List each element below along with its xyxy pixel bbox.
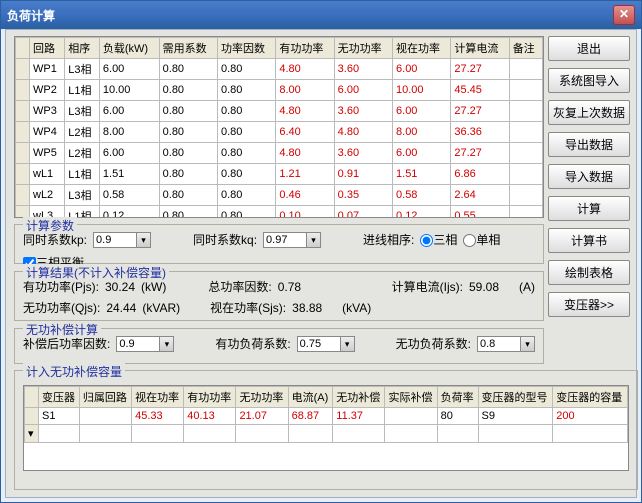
transformer-group: 计入无功补偿容量 变压器归属回路视在功率有功功率无功功率电流(A)无功补偿实际补… — [14, 370, 638, 490]
kq-input[interactable] — [263, 232, 307, 248]
rowhdr — [25, 387, 39, 408]
table-row[interactable]: WP3L3相6.000.800.804.803.606.0027.27 — [16, 101, 543, 122]
col-header[interactable]: 无功补偿 — [333, 387, 385, 408]
sysimport-button[interactable]: 系统图导入 — [548, 68, 630, 93]
table-row[interactable]: wL2L3相0.580.800.800.460.350.582.64 — [16, 185, 543, 206]
compensation-group: 无功补偿计算 补偿后功率因数: ▾ 有功负荷系数: ▾ 无功负荷系数: ▾ — [14, 328, 544, 364]
tpf-label: 总功率因数: — [208, 278, 271, 295]
table-row[interactable]: WP4L2相8.000.800.806.404.808.0036.36 — [16, 122, 543, 143]
col-header[interactable]: 需用系数 — [159, 38, 217, 59]
table-row[interactable]: WP5L2相6.000.800.804.803.606.0027.27 — [16, 143, 543, 164]
single-phase-radio[interactable]: 单相 — [463, 231, 500, 248]
col-header[interactable]: 有功功率 — [184, 387, 236, 408]
compensation-legend: 无功补偿计算 — [23, 321, 101, 338]
table-row[interactable]: S145.3340.1321.0768.8711.3780S9200 — [25, 408, 628, 425]
col-header[interactable]: 备注 — [509, 38, 542, 59]
chevron-down-icon[interactable]: ▾ — [137, 232, 151, 248]
ijs-label: 计算电流(Ijs): — [392, 278, 463, 295]
three-phase-radio[interactable]: 三相 — [420, 231, 457, 248]
calcbook-button[interactable]: 计算书 — [548, 228, 630, 253]
kp-input[interactable] — [93, 232, 137, 248]
col-header[interactable]: 回路 — [30, 38, 65, 59]
qjs-value: 24.44 — [106, 301, 136, 315]
table-row[interactable]: WP1L3相6.000.800.804.803.606.0027.27 — [16, 59, 543, 80]
transformer-button[interactable]: 变压器>> — [548, 292, 630, 317]
table-row[interactable]: wL1L1相1.510.800.801.210.911.516.86 — [16, 164, 543, 185]
drawtable-button[interactable]: 绘制表格 — [548, 260, 630, 285]
table-row[interactable]: wL3L1相0.120.800.800.100.070.120.55 — [16, 206, 543, 219]
qjs-label: 无功功率(Qjs): — [23, 299, 100, 316]
import-button[interactable]: 导入数据 — [548, 164, 630, 189]
export-button[interactable]: 导出数据 — [548, 132, 630, 157]
col-header[interactable]: 变压器的容量 — [553, 387, 628, 408]
calc-result-legend: 计算结果(不计入补偿容量) — [23, 264, 169, 281]
col-header[interactable]: 变压器的型号 — [478, 387, 553, 408]
calc-params-group: 计算参数 同时系数kp: ▾ 同时系数kq: ▾ 进线相序: 三相 单相 三相平… — [14, 224, 544, 264]
kq-label: 同时系数kq: — [193, 231, 257, 248]
col-header[interactable]: 有功功率 — [276, 38, 334, 59]
window-title: 负荷计算 — [7, 7, 613, 24]
pload-label: 有功负荷系数: — [215, 335, 290, 352]
load-table[interactable]: 回路相序负载(kW)需用系数功率因数有功功率无功功率视在功率计算电流备注WP1L… — [14, 36, 544, 218]
col-header[interactable]: 归属回路 — [79, 387, 131, 408]
chevron-down-icon[interactable]: ▾ — [160, 336, 174, 352]
pjs-value: 30.24 — [105, 280, 135, 294]
table-row[interactable]: ▾ — [25, 425, 628, 443]
sjs-label: 视在功率(Sjs): — [210, 299, 286, 316]
ijs-value: 59.08 — [469, 280, 499, 294]
col-header[interactable]: 负载(kW) — [99, 38, 159, 59]
col-header[interactable]: 功率因数 — [217, 38, 275, 59]
transformer-table[interactable]: 变压器归属回路视在功率有功功率无功功率电流(A)无功补偿实际补偿负荷率变压器的型… — [23, 385, 629, 471]
col-header[interactable]: 无功功率 — [236, 387, 288, 408]
qload-label: 无功负荷系数: — [396, 335, 471, 352]
col-header[interactable]: 无功功率 — [334, 38, 392, 59]
exit-button[interactable]: 退出 — [548, 36, 630, 61]
close-icon[interactable]: ✕ — [613, 5, 635, 25]
tpf-value: 0.78 — [278, 280, 301, 294]
rowhdr — [16, 38, 30, 59]
col-header[interactable]: 视在功率 — [393, 38, 451, 59]
col-header[interactable]: 计算电流 — [451, 38, 509, 59]
col-header[interactable]: 电流(A) — [288, 387, 333, 408]
col-header[interactable]: 变压器 — [39, 387, 80, 408]
col-header[interactable]: 负荷率 — [437, 387, 478, 408]
transformer-legend: 计入无功补偿容量 — [23, 363, 125, 380]
calc-result-group: 计算结果(不计入补偿容量) 有功功率(Pjs):30.24(kW) 总功率因数:… — [14, 271, 544, 321]
col-header[interactable]: 相序 — [65, 38, 100, 59]
phase-label: 进线相序: — [363, 231, 414, 248]
chevron-down-icon[interactable]: ▾ — [307, 232, 321, 248]
restore-button[interactable]: 灰复上次数据 — [548, 100, 630, 125]
sjs-value: 38.88 — [292, 301, 322, 315]
calc-params-legend: 计算参数 — [23, 217, 77, 234]
qload-input[interactable] — [477, 336, 521, 352]
table-row[interactable]: WP2L1相10.000.800.808.006.0010.0045.45 — [16, 80, 543, 101]
pload-input[interactable] — [297, 336, 341, 352]
chevron-down-icon[interactable]: ▾ — [521, 336, 535, 352]
col-header[interactable]: 视在功率 — [132, 387, 184, 408]
col-header[interactable]: 实际补偿 — [385, 387, 437, 408]
afterpf-input[interactable] — [116, 336, 160, 352]
chevron-down-icon[interactable]: ▾ — [341, 336, 355, 352]
calc-button[interactable]: 计算 — [548, 196, 630, 221]
